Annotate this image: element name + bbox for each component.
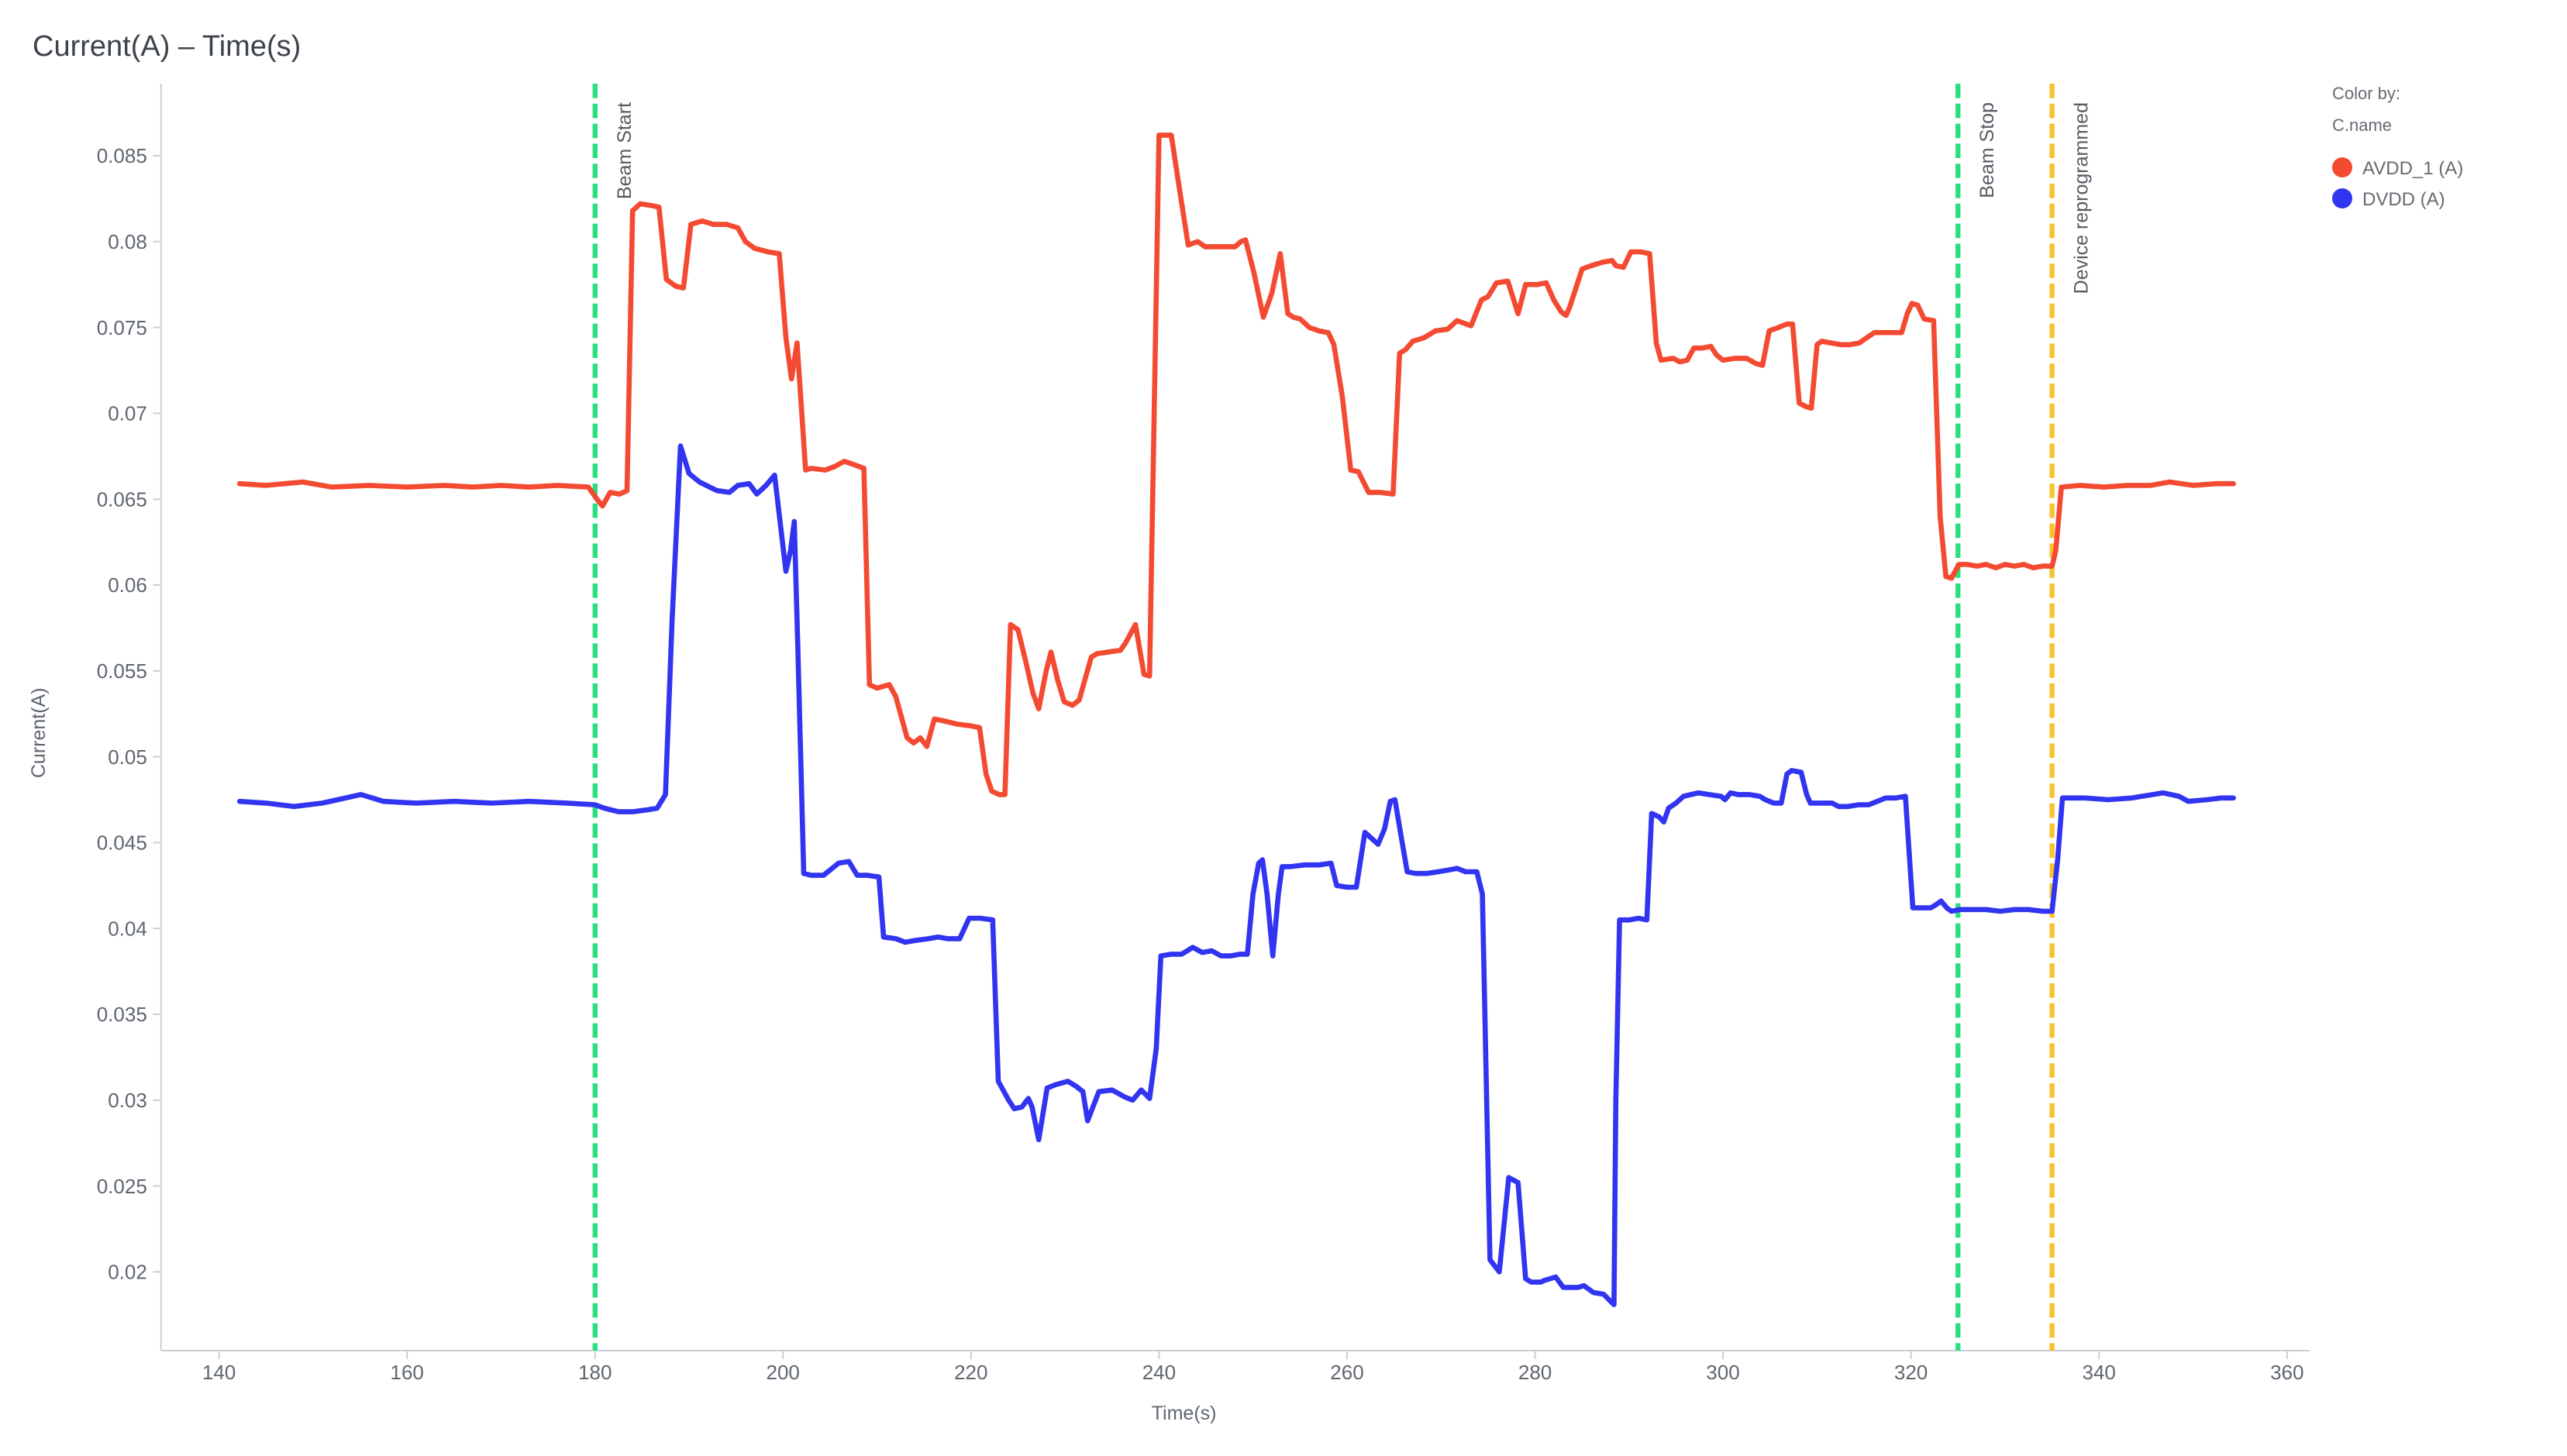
svg-text:DVDD (A): DVDD (A): [2362, 189, 2445, 210]
svg-text:0.065: 0.065: [97, 487, 147, 511]
svg-text:300: 300: [1706, 1361, 1739, 1384]
svg-text:280: 280: [1518, 1361, 1552, 1384]
svg-text:160: 160: [391, 1361, 424, 1384]
svg-text:Beam Start: Beam Start: [614, 102, 636, 199]
svg-text:0.045: 0.045: [97, 831, 147, 855]
svg-text:0.05: 0.05: [108, 745, 147, 769]
svg-text:0.06: 0.06: [108, 573, 147, 597]
svg-text:0.025: 0.025: [97, 1175, 147, 1198]
svg-text:0.08: 0.08: [108, 230, 147, 253]
svg-text:260: 260: [1330, 1361, 1363, 1384]
svg-text:C.name: C.name: [2332, 115, 2392, 135]
svg-text:0.035: 0.035: [97, 1003, 147, 1026]
svg-text:200: 200: [767, 1361, 800, 1384]
svg-text:220: 220: [954, 1361, 987, 1384]
svg-text:0.04: 0.04: [108, 917, 147, 940]
svg-text:Color by:: Color by:: [2332, 84, 2400, 103]
svg-text:360: 360: [2270, 1361, 2303, 1384]
svg-text:320: 320: [1894, 1361, 1928, 1384]
svg-text:0.02: 0.02: [108, 1261, 147, 1284]
svg-text:0.085: 0.085: [97, 144, 147, 167]
svg-text:Device reprogrammed: Device reprogrammed: [2071, 102, 2093, 294]
svg-text:Current(A) – Time(s): Current(A) – Time(s): [33, 30, 301, 63]
svg-text:0.07: 0.07: [108, 402, 147, 425]
svg-text:Current(A): Current(A): [28, 687, 50, 778]
svg-text:Beam Stop: Beam Stop: [1976, 102, 1998, 198]
svg-text:0.03: 0.03: [108, 1089, 147, 1112]
svg-text:140: 140: [202, 1361, 236, 1384]
svg-text:340: 340: [2083, 1361, 2116, 1384]
svg-text:AVDD_1 (A): AVDD_1 (A): [2362, 158, 2463, 179]
svg-text:0.055: 0.055: [97, 659, 147, 683]
svg-text:180: 180: [578, 1361, 612, 1384]
svg-text:240: 240: [1142, 1361, 1176, 1384]
svg-text:Time(s): Time(s): [1152, 1403, 1217, 1424]
svg-text:0.075: 0.075: [97, 316, 147, 339]
